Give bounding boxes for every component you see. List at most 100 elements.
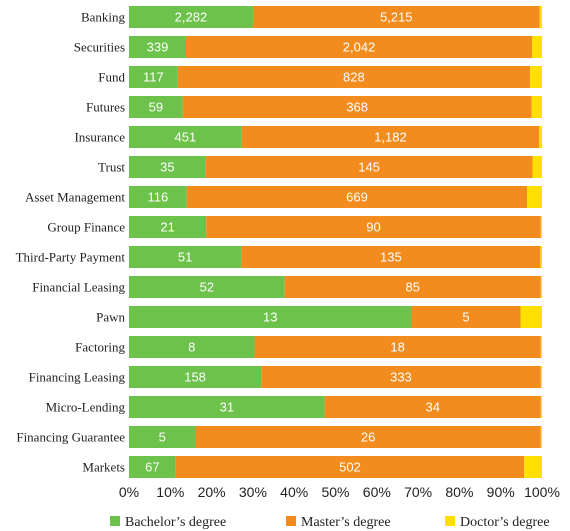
category-label: Asset Management bbox=[25, 190, 125, 205]
data-label-bachelor: 339 bbox=[147, 40, 169, 55]
data-label-bachelor: 117 bbox=[143, 70, 164, 85]
category-labels: Banking Securities Fund Futures Insurance Tru… bbox=[16, 10, 126, 475]
bar-master bbox=[186, 186, 528, 208]
legend-swatch bbox=[286, 516, 296, 526]
bar-bachelor bbox=[129, 366, 262, 388]
data-label-bachelor: 451 bbox=[175, 130, 197, 145]
bar-bachelor bbox=[129, 216, 207, 238]
data-label-master: 5 bbox=[462, 310, 469, 325]
bar-doctor bbox=[540, 366, 542, 388]
bar-bachelor bbox=[129, 276, 285, 298]
data-label-bachelor: 21 bbox=[160, 220, 174, 235]
x-tick-label: 30% bbox=[239, 484, 267, 500]
bar-master bbox=[177, 66, 531, 88]
x-tick-label: 100% bbox=[524, 484, 560, 500]
bar-bachelor bbox=[129, 336, 255, 358]
bar-doctor bbox=[540, 426, 542, 448]
category-label: Group Finance bbox=[47, 220, 125, 235]
data-label-master: 502 bbox=[339, 460, 361, 475]
bar-doctor bbox=[524, 456, 542, 478]
bar-doctor bbox=[527, 186, 542, 208]
bar-bachelor bbox=[129, 456, 176, 478]
data-label-master: 34 bbox=[426, 400, 440, 415]
bars bbox=[129, 6, 542, 478]
legend-label: Bachelor’s degree bbox=[125, 515, 226, 530]
x-tick-label: 40% bbox=[280, 484, 308, 500]
data-label-master: 5,215 bbox=[380, 10, 413, 25]
bar-bachelor bbox=[129, 306, 412, 328]
data-label-master: 1,182 bbox=[374, 130, 407, 145]
data-label-master: 18 bbox=[390, 340, 404, 355]
x-tick-label: 10% bbox=[156, 484, 184, 500]
data-label-bachelor: 5 bbox=[159, 430, 166, 445]
data-label-bachelor: 116 bbox=[148, 190, 169, 205]
bar-master bbox=[241, 126, 540, 148]
category-label: Financial Leasing bbox=[32, 280, 125, 295]
bar-master bbox=[254, 336, 541, 358]
bar-master bbox=[206, 216, 541, 238]
category-label: Banking bbox=[81, 10, 126, 25]
data-label-bachelor: 59 bbox=[149, 100, 163, 115]
category-label: Financing Leasing bbox=[29, 370, 126, 385]
bar-master bbox=[252, 6, 540, 28]
data-label-master: 135 bbox=[380, 250, 402, 265]
category-label: Markets bbox=[82, 460, 125, 475]
bar-master bbox=[182, 96, 532, 118]
data-label-master: 85 bbox=[405, 280, 419, 295]
bar-doctor bbox=[530, 66, 542, 88]
data-label-bachelor: 51 bbox=[178, 250, 192, 265]
data-label-bachelor: 35 bbox=[160, 160, 174, 175]
data-label-bachelor: 2,282 bbox=[175, 10, 208, 25]
data-label-master: 90 bbox=[366, 220, 380, 235]
category-label: Fund bbox=[98, 70, 125, 85]
bar-bachelor bbox=[129, 66, 178, 88]
legend: Bachelor’s degree Master’s degree Doctor’s… bbox=[110, 515, 550, 530]
data-label-bachelor: 13 bbox=[263, 310, 277, 325]
bar-doctor bbox=[539, 126, 542, 148]
bar-doctor bbox=[540, 276, 542, 298]
data-label-master: 333 bbox=[390, 370, 412, 385]
bar-doctor bbox=[540, 216, 542, 238]
x-tick-label: 80% bbox=[445, 484, 473, 500]
bar-master bbox=[284, 276, 541, 298]
data-label-master: 2,042 bbox=[343, 40, 376, 55]
legend-label: Doctor’s degree bbox=[460, 515, 550, 530]
x-tick-label: 70% bbox=[404, 484, 432, 500]
data-label-bachelor: 67 bbox=[145, 460, 159, 475]
bar-doctor bbox=[540, 246, 542, 268]
data-label-bachelor: 52 bbox=[200, 280, 214, 295]
bar-master bbox=[185, 36, 533, 58]
x-tick-label: 60% bbox=[363, 484, 391, 500]
bar-bachelor bbox=[129, 96, 183, 118]
bar-master bbox=[195, 426, 541, 448]
category-label: Third-Party Payment bbox=[16, 250, 126, 265]
bar-bachelor bbox=[129, 126, 242, 148]
category-label: Securities bbox=[74, 40, 125, 55]
bar-doctor bbox=[532, 36, 542, 58]
data-label-bachelor: 31 bbox=[220, 400, 234, 415]
x-tick-label: 90% bbox=[487, 484, 515, 500]
bar-bachelor bbox=[129, 186, 187, 208]
bar-bachelor bbox=[129, 156, 206, 178]
data-label-master: 828 bbox=[343, 70, 365, 85]
category-label: Futures bbox=[86, 100, 125, 115]
bar-master bbox=[411, 306, 521, 328]
data-label-master: 145 bbox=[358, 160, 380, 175]
bar-master bbox=[261, 366, 541, 388]
data-labels: 2,282 5,215 339 2,042 117 828 59 368 451 1,182 35 1… bbox=[143, 10, 470, 475]
bar-doctor bbox=[540, 336, 542, 358]
category-label: Trust bbox=[98, 160, 125, 175]
x-axis: 0% 10% 20% 30% 40% 50% 60% 70% 80% 90% 100% bbox=[119, 484, 560, 500]
data-label-bachelor: 158 bbox=[184, 370, 206, 385]
bar-doctor bbox=[532, 156, 542, 178]
x-tick-label: 20% bbox=[198, 484, 226, 500]
category-label: Financing Guarantee bbox=[16, 430, 125, 445]
bar-master bbox=[241, 246, 541, 268]
bar-bachelor bbox=[129, 396, 325, 418]
category-label: Micro-Lending bbox=[46, 400, 126, 415]
data-label-master: 26 bbox=[361, 430, 375, 445]
bar-doctor bbox=[539, 6, 542, 28]
bar-bachelor bbox=[129, 246, 242, 268]
bar-master bbox=[175, 456, 525, 478]
